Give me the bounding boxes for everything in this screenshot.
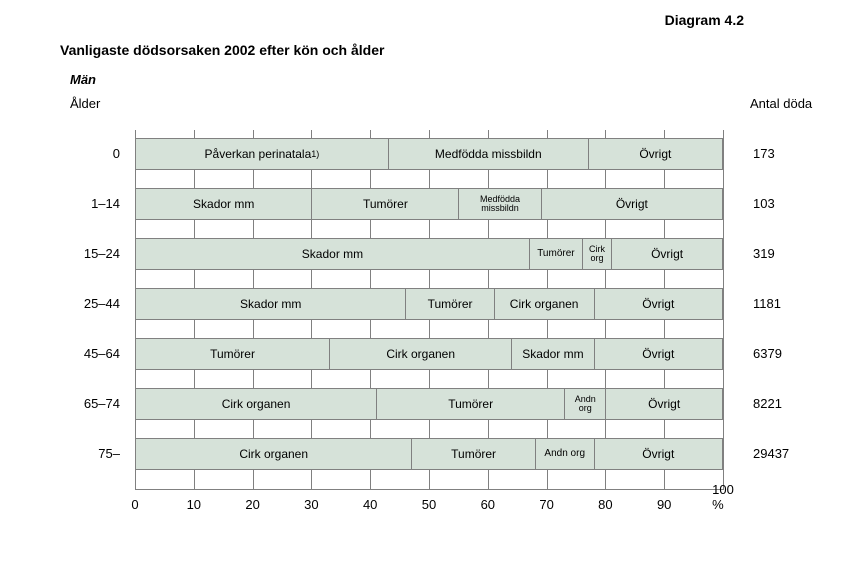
x-tick-label: 90 xyxy=(657,497,671,512)
bar-segment: Tumörer xyxy=(376,388,564,420)
bar-row: TumörerCirk organenSkador mmÖvrigt xyxy=(135,338,723,370)
bar-segment: Medföddamissbildn xyxy=(458,188,540,220)
age-label: 75– xyxy=(65,446,120,461)
age-header: Ålder xyxy=(70,96,100,111)
x-tick-label: 50 xyxy=(422,497,436,512)
age-label: 0 xyxy=(65,146,120,161)
deaths-value: 8221 xyxy=(753,396,823,411)
bar-row: Cirk organenTumörerAndn orgÖvrigt xyxy=(135,438,723,470)
bar-segment: Tumörer xyxy=(135,338,329,370)
x-tick-label: 40 xyxy=(363,497,377,512)
bar-segment: Tumörer xyxy=(411,438,534,470)
diagram-number: Diagram 4.2 xyxy=(665,12,744,28)
bar-segment: Medfödda missbildn xyxy=(388,138,588,170)
age-label: 65–74 xyxy=(65,396,120,411)
x-tick-label: 10 xyxy=(187,497,201,512)
age-label: 45–64 xyxy=(65,346,120,361)
x-tick-label: 60 xyxy=(481,497,495,512)
bar-segment: Tumörer xyxy=(529,238,582,270)
x-tick-label: 100 % xyxy=(712,482,734,512)
bar-segment: Skador mm xyxy=(135,288,405,320)
age-label: 25–44 xyxy=(65,296,120,311)
gridline xyxy=(723,130,724,490)
deaths-header: Antal döda xyxy=(750,96,812,111)
deaths-value: 173 xyxy=(753,146,823,161)
bar-segment: Tumörer xyxy=(405,288,493,320)
deaths-value: 29437 xyxy=(753,446,823,461)
x-tick-label: 80 xyxy=(598,497,612,512)
bar-row: Skador mmTumörerMedföddamissbildnÖvrigt xyxy=(135,188,723,220)
bar-segment: Cirkorg xyxy=(582,238,611,270)
bar-segment: Övrigt xyxy=(605,388,723,420)
bar-row: Skador mmTumörerCirk organenÖvrigt xyxy=(135,288,723,320)
bar-segment: Övrigt xyxy=(594,288,723,320)
bar-segment: Andnorg xyxy=(564,388,605,420)
bar-segment: Skador mm xyxy=(135,188,311,220)
bar-segment: Cirk organen xyxy=(135,388,376,420)
bar-segment: Andn org xyxy=(535,438,594,470)
bar-row: Påverkan perinatala1)Medfödda missbildnÖ… xyxy=(135,138,723,170)
bar-segment: Övrigt xyxy=(594,338,723,370)
deaths-value: 6379 xyxy=(753,346,823,361)
chart-subtitle: Män xyxy=(70,72,96,87)
x-tick-label: 30 xyxy=(304,497,318,512)
bar-segment: Övrigt xyxy=(594,438,723,470)
x-tick-label: 20 xyxy=(245,497,259,512)
bar-segment: Cirk organen xyxy=(135,438,411,470)
bar-row: Cirk organenTumörerAndnorgÖvrigt xyxy=(135,388,723,420)
bar-segment: Övrigt xyxy=(541,188,723,220)
bar-segment: Tumörer xyxy=(311,188,458,220)
bar-segment: Skador mm xyxy=(135,238,529,270)
age-label: 1–14 xyxy=(65,196,120,211)
age-label: 15–24 xyxy=(65,246,120,261)
bar-segment: Övrigt xyxy=(611,238,723,270)
bar-segment: Cirk organen xyxy=(494,288,594,320)
bar-segment: Påverkan perinatala1) xyxy=(135,138,388,170)
bar-row: Skador mmTumörerCirkorgÖvrigt xyxy=(135,238,723,270)
x-tick-label: 0 xyxy=(131,497,138,512)
bar-segment: Övrigt xyxy=(588,138,723,170)
chart-area: 0102030405060708090100 %0173Påverkan per… xyxy=(135,130,723,520)
bar-segment: Skador mm xyxy=(511,338,593,370)
deaths-value: 103 xyxy=(753,196,823,211)
bar-segment: Cirk organen xyxy=(329,338,511,370)
deaths-value: 319 xyxy=(753,246,823,261)
deaths-value: 1181 xyxy=(753,296,823,311)
chart-title: Vanligaste dödsorsaken 2002 efter kön oc… xyxy=(60,42,384,58)
x-tick-label: 70 xyxy=(539,497,553,512)
